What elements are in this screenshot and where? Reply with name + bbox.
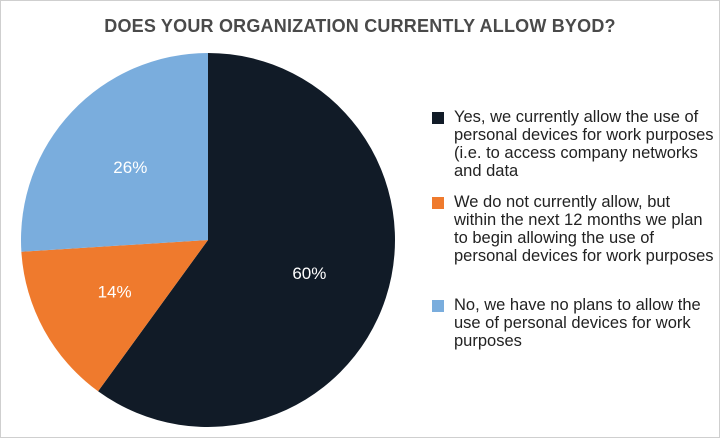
pie-label-no: 26% — [113, 158, 147, 177]
chart-title: DOES YOUR ORGANIZATION CURRENTLY ALLOW B… — [104, 16, 616, 36]
pie-label-yes: 60% — [292, 264, 326, 283]
legend-swatch-yes — [432, 112, 444, 124]
pie-slice-yes — [98, 53, 396, 427]
legend-label-yes: Yes, we currently allow the use of perso… — [454, 108, 714, 180]
legend-label-plan: We do not currently allow, but within th… — [454, 193, 714, 265]
pie-slice-plan — [21, 240, 208, 392]
pie-chart: 60% 14% 26% — [20, 53, 396, 427]
legend-swatch-no — [432, 300, 444, 312]
pie-slice-no — [20, 53, 208, 252]
legend-label-no: No, we have no plans to allow the use of… — [454, 296, 701, 350]
pie-label-plan: 14% — [98, 282, 132, 301]
legend-swatch-plan — [432, 197, 444, 209]
